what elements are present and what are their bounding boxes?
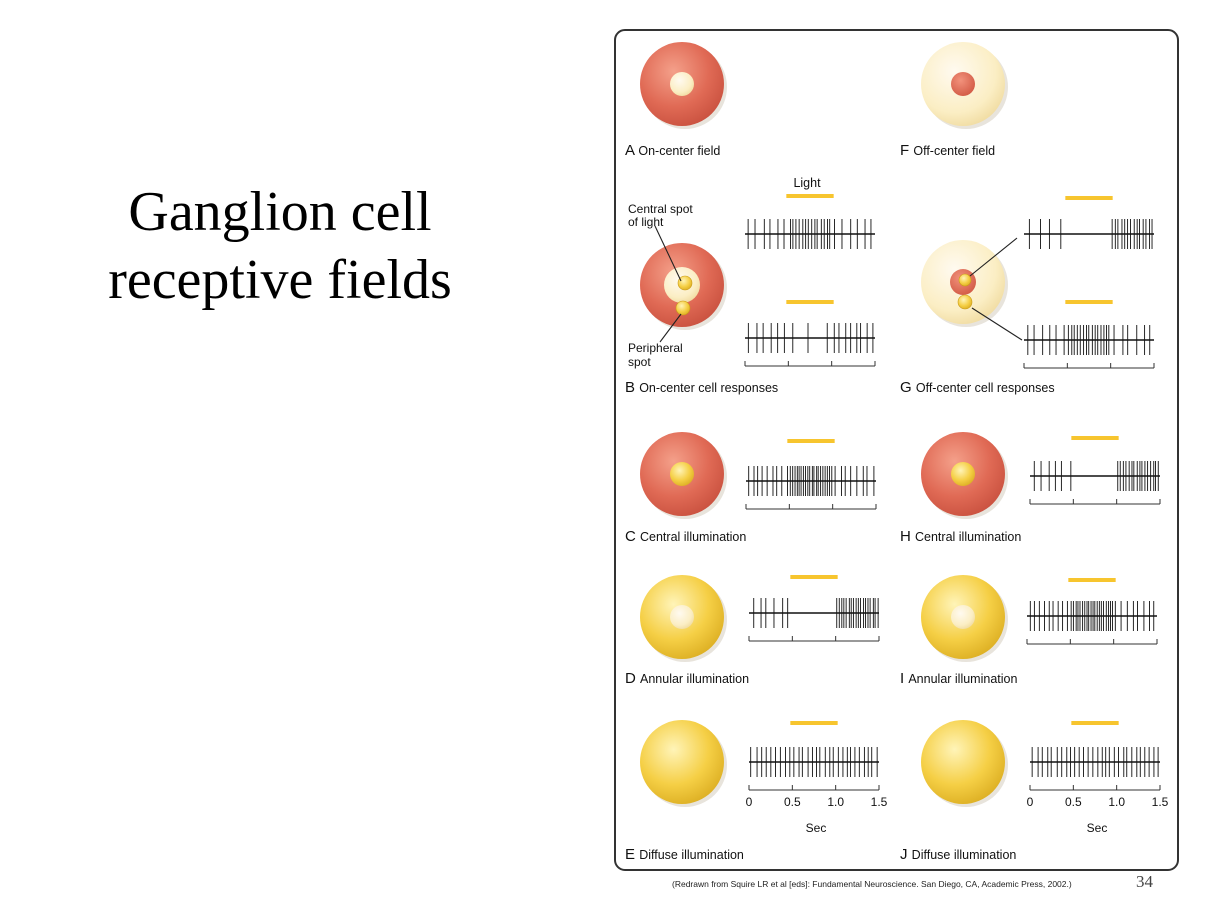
time-tick-label: 1.5 [871,795,888,809]
pointer-line [969,237,1018,277]
panel-letter: G [900,379,916,396]
time-tick-label: 1.0 [1108,795,1125,809]
time-tick-label: 1.5 [1152,795,1169,809]
stimulus-bar [787,439,835,443]
receptive-field-surround [640,720,724,804]
stimulus-bar [786,194,834,198]
spike-train-B-periphery [744,300,876,367]
panel-caption: Central illumination [640,530,746,544]
title-line-2: receptive fields [108,249,452,311]
peripheral-spot-label: Peripheral [628,341,683,355]
title-line-1: Ganglion cell [128,181,432,243]
figure-border [614,29,1179,871]
receptive-field-center [670,72,694,96]
panel-label-D: D Annular illumination [625,670,749,687]
receptive-field-center [951,462,975,486]
stimulus-bar [1065,196,1113,200]
receptive-field-center [951,605,975,629]
panel-letter: J [900,846,912,863]
on-center-response-B [640,243,727,330]
stimulus-bar [1071,721,1119,725]
time-tick-label: 0 [746,795,753,809]
peripheral-spot-label: spot [628,355,651,369]
panel-label-I: I Annular illumination [900,670,1017,687]
panel-label-B: B On-center cell responses [625,379,778,396]
diffuse-illum-E [640,720,727,807]
light-label: Light [793,176,821,190]
time-tick-label: 1.0 [827,795,844,809]
central-spot-label: of light [628,215,664,229]
light-spot [957,294,973,310]
panel-caption: Central illumination [915,530,1021,544]
on-center-field-A [640,42,727,129]
time-unit-label: Sec [1087,821,1108,835]
time-unit-label: Sec [806,821,827,835]
stimulus-bar [790,575,838,579]
panel-letter: H [900,528,915,545]
time-tick-label: 0.5 [784,795,801,809]
panel-caption: On-center field [638,144,720,158]
panel-caption: Off-center cell responses [916,381,1055,395]
spike-train-J: 0 0.5 1.0 1.5 Sec [1027,721,1169,835]
diffuse-illum-J [921,720,1008,807]
panel-letter: D [625,670,640,687]
panel-letter: B [625,379,639,396]
light-spot [677,275,693,291]
central-illum-C [640,432,727,519]
off-center-response-G [921,240,1008,327]
receptive-field-center [670,605,694,629]
pointer-line [971,307,1023,341]
spike-train-B-center [745,194,875,249]
citation: (Redrawn from Squire LR et al [eds]: Fun… [672,879,1072,889]
stimulus-bar [786,300,834,304]
central-illum-H [921,432,1008,519]
spike-train-G-periphery [1023,300,1155,369]
panel-caption: Annular illumination [908,672,1017,686]
time-tick-label: 0.5 [1065,795,1082,809]
stimulus-bar [790,721,838,725]
panel-caption: On-center cell responses [639,381,778,395]
light-spot [958,273,972,287]
central-spot-label: Central spot [628,202,693,216]
panel-letter: I [900,670,908,687]
panel-caption: Annular illumination [640,672,749,686]
panel-label-G: G Off-center cell responses [900,379,1055,396]
stimulus-bar [1065,300,1113,304]
panel-letter: E [625,846,639,863]
receptive-field-center [951,72,975,96]
spike-train-E: 0 0.5 1.0 1.5 Sec [746,721,888,835]
annular-illum-I [921,575,1008,662]
panel-letter: C [625,528,640,545]
spike-train-H [1029,436,1161,505]
slide-title: Ganglion cell receptive fields [30,178,530,314]
annular-illum-D [640,575,727,662]
panel-label-C: C Central illumination [625,528,746,545]
off-center-field-F [921,42,1008,129]
panel-caption: Off-center field [913,144,995,158]
spike-train-D [748,575,880,642]
spike-train-G-center [1024,196,1154,249]
time-tick-label: 0 [1027,795,1034,809]
spike-train-I [1026,578,1158,645]
spike-train-C [745,439,877,510]
panel-label-H: H Central illumination [900,528,1021,545]
panel-label-E: E Diffuse illumination [625,846,744,863]
receptive-field-surround [921,720,1005,804]
panel-letter: A [625,142,638,159]
page-number: 34 [1136,872,1153,891]
panel-label-J: J Diffuse illumination [900,846,1016,863]
receptive-field-center [670,462,694,486]
panel-caption: Diffuse illumination [639,848,744,862]
pointer-line [659,313,682,343]
stimulus-bar [1071,436,1119,440]
pointer-line [654,225,682,282]
light-spot [675,300,691,316]
panel-letter: F [900,142,913,159]
stimulus-bar [1068,578,1116,582]
panel-label-F: F Off-center field [900,142,995,159]
panel-caption: Diffuse illumination [912,848,1017,862]
panel-label-A: A On-center field [625,142,720,159]
